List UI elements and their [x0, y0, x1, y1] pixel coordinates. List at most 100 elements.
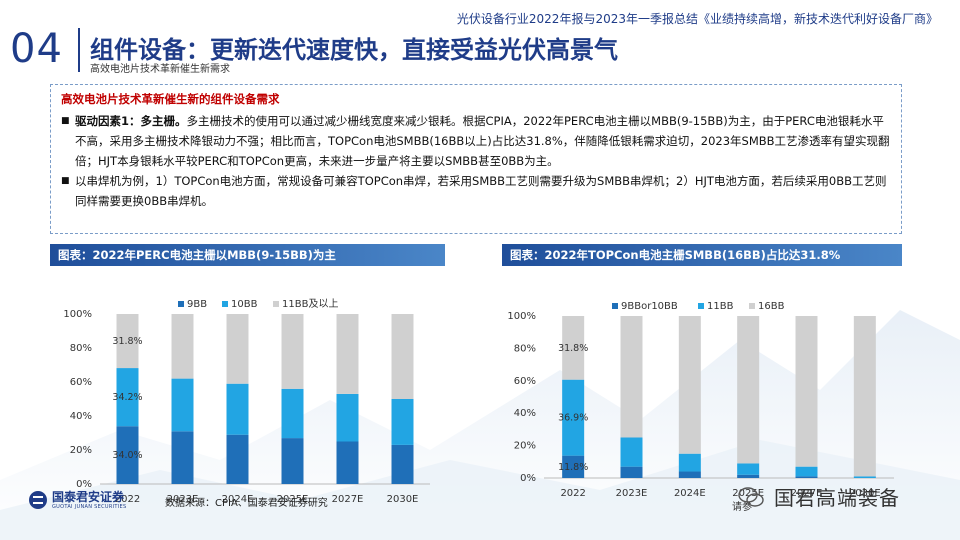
watermark-text: 国君高端装备 [774, 486, 900, 510]
bar-segment [226, 383, 249, 435]
bar-segment [853, 316, 876, 477]
logo-en: GUOTAI JUNAN SECURITIES [52, 504, 127, 510]
chart-perc-plot: 0% 20% 40% 60% 80% 100% 9BB 10BB 11BB及以上 34.0% 34.… [63, 298, 430, 505]
y-tick-label: 40% [514, 408, 536, 419]
y-tick-label: 20% [70, 445, 92, 456]
x-tick-label: 2024E [674, 488, 706, 499]
bar-segment [678, 316, 701, 454]
x-tick-label: 2027E [791, 488, 823, 499]
legend-swatch [698, 303, 704, 309]
legend-swatch [749, 303, 755, 309]
summary-textbox: 高效电池片技术革新催生新的组件设备需求 ■ 驱动因素1：多主栅。多主栅技术的使用… [50, 84, 902, 234]
data-source: 数据来源：CPIA、国泰君安证券研究 [165, 498, 328, 509]
bar-segment [795, 316, 818, 467]
bar-segment [336, 314, 359, 394]
section-number: 04 [10, 26, 63, 72]
bar-segment [171, 378, 194, 432]
header-divider [78, 28, 80, 72]
bar-segment [281, 438, 304, 484]
bar-segment [795, 476, 818, 478]
bar-segment [391, 399, 414, 445]
bullet-body: 多主栅技术的使用可以通过减少栅线宽度来减少银耗。根据CPIA，2022年PERC… [75, 114, 890, 168]
chart-title: 图表：2022年TOPCon电池主栅SMBB(16BB)占比达31.8% [502, 244, 902, 266]
logo-cn: 国泰君安证券 [52, 490, 125, 504]
x-tick-label: 2022 [115, 494, 140, 505]
bar-segment [737, 463, 760, 475]
bar-segment [116, 314, 139, 369]
data-label: 31.8% [558, 343, 588, 354]
textbox-title: 高效电池片技术革新催生新的组件设备需求 [61, 92, 280, 106]
bar-segment [562, 316, 585, 380]
bar-segment [336, 393, 359, 442]
bar-segment [281, 388, 304, 439]
bullet-bold: 驱动因素1：多主栅。 [75, 114, 187, 128]
logo-icon [29, 491, 47, 509]
company-logo: 国泰君安证券 GUOTAI JUNAN SECURITIES [28, 490, 126, 510]
data-label: 11.8% [558, 462, 588, 473]
y-tick-label: 40% [70, 411, 92, 422]
chart-topcon: 图表：2022年TOPCon电池主栅SMBB(16BB)占比达31.8% 0% 2… [502, 244, 902, 506]
y-tick-label: 0% [520, 473, 536, 484]
legend-label: 16BB [758, 301, 785, 312]
legend-swatch [178, 301, 184, 307]
bar-segment [226, 314, 249, 384]
x-tick-label: 2025E [277, 494, 309, 505]
bar-segment [562, 379, 585, 456]
x-tick-label: 2025E [732, 488, 764, 499]
bar-segment [171, 314, 194, 379]
y-tick-label: 60% [70, 377, 92, 388]
bar-segment [391, 444, 414, 484]
bar-segment [620, 316, 643, 438]
page-subtitle: 高效电池片技术革新催生新需求 [90, 64, 230, 75]
bar-segment [620, 437, 643, 467]
data-label: 34.0% [112, 450, 142, 461]
watermark-small-text: 请参 [732, 502, 752, 513]
bar-segment [795, 466, 818, 477]
bar-segment [336, 441, 359, 484]
x-tick-label: 2024E [222, 494, 254, 505]
y-tick-label: 80% [70, 343, 92, 354]
bar-segment [562, 455, 585, 478]
y-tick-label: 100% [63, 309, 92, 320]
bar-segment [281, 314, 304, 389]
report-title: 光伏设备行业2022年报与2023年一季报总结《业绩持续高增，新技术迭代利好设备… [456, 12, 938, 26]
legend-label: 11BB [707, 301, 734, 312]
bullet-text: 驱动因素1：多主栅。多主栅技术的使用可以通过减少栅线宽度来减少银耗。根据CPIA… [75, 111, 891, 171]
bar-segment [853, 476, 876, 478]
page-title: 组件设备：更新迭代速度快，直接受益光伏高景气 [90, 36, 618, 64]
legend-label: 10BB [231, 299, 258, 310]
y-tick-label: 60% [514, 376, 536, 387]
square-bullet-icon: ■ [61, 176, 70, 186]
square-bullet-icon: ■ [61, 116, 70, 126]
x-tick-label: 2023E [616, 488, 648, 499]
bar-segment [116, 368, 139, 427]
legend-label: 9BBor10BB [621, 301, 678, 312]
legend-swatch [612, 303, 618, 309]
x-tick-label: 2030E [387, 494, 419, 505]
bar-segment [116, 426, 139, 484]
y-tick-label: 20% [514, 441, 536, 452]
x-tick-label: 2030E [849, 488, 881, 499]
legend-swatch [222, 301, 228, 307]
bullet-item: ■ 以串焊机为例，1）TOPCon电池方面，常规设备可兼容TOPCon串焊，若采… [61, 171, 891, 211]
x-tick-label: 2022 [560, 488, 585, 499]
bar-segment [391, 314, 414, 399]
bullet-body: 以串焊机为例，1）TOPCon电池方面，常规设备可兼容TOPCon串焊，若采用S… [75, 174, 887, 208]
y-tick-label: 80% [514, 343, 536, 354]
watermark: 国君高端装备 [738, 482, 900, 511]
data-label: 36.9% [558, 413, 588, 424]
bar-segment [678, 453, 701, 472]
bar-segment [737, 316, 760, 464]
bar-segment [171, 431, 194, 484]
bar-segment [226, 434, 249, 484]
bullet-item: ■ 驱动因素1：多主栅。多主栅技术的使用可以通过减少栅线宽度来减少银耗。根据CP… [61, 111, 891, 171]
legend-swatch [273, 301, 279, 307]
bar-segment [620, 466, 643, 478]
x-tick-label: 2023E [167, 494, 199, 505]
chart-title: 图表：2022年PERC电池主栅以MBB(9-15BB)为主 [50, 244, 445, 266]
chart-topcon-plot: 0% 20% 40% 60% 80% 100% 9BBor10BB 11BB 16BB 11.8%… [507, 301, 894, 499]
data-label: 34.2% [112, 392, 142, 403]
y-tick-label: 100% [507, 311, 536, 322]
y-tick-label: 0% [76, 479, 92, 490]
legend-label: 9BB [187, 299, 207, 310]
